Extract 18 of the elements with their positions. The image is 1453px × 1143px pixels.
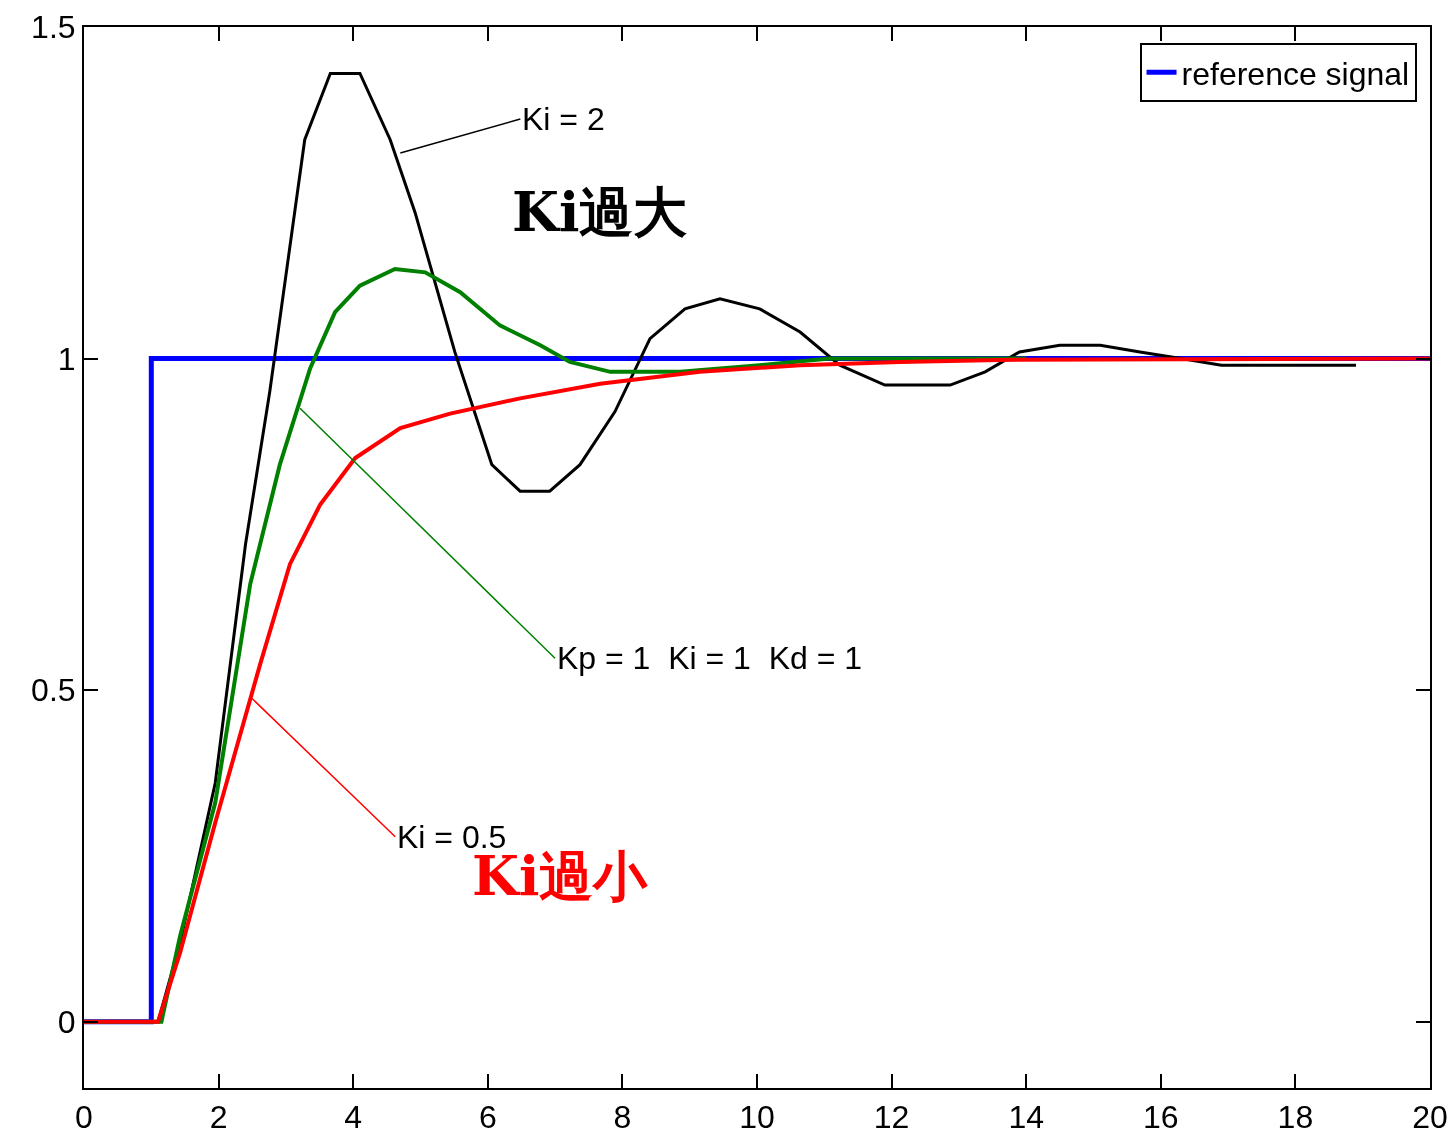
x-tick-label: 16: [1143, 1099, 1179, 1136]
x-tick-label: 18: [1277, 1099, 1314, 1136]
x-tick-label: 10: [739, 1099, 775, 1136]
legend-label: reference signal: [1181, 55, 1410, 92]
x-tick-label: 4: [344, 1099, 363, 1136]
x-tick-label: 14: [1008, 1099, 1044, 1136]
x-tick-label: 2: [209, 1099, 228, 1136]
x-tick-label: 8: [613, 1099, 632, 1136]
y-tick-label: 0.5: [31, 672, 76, 709]
x-tick-label: 20: [1412, 1099, 1448, 1136]
annotation: Ki = 2: [522, 101, 605, 137]
y-tick-label: 1.5: [31, 9, 76, 46]
y-tick-label: 0: [57, 1003, 76, 1040]
y-tick-label: 1: [57, 340, 76, 377]
x-tick-label: 6: [478, 1099, 497, 1136]
annotation: Kp = 1 Ki = 1 Kd = 1: [557, 640, 863, 676]
annotation: Ki過大: [512, 180, 688, 244]
x-tick-label: 12: [873, 1099, 910, 1136]
